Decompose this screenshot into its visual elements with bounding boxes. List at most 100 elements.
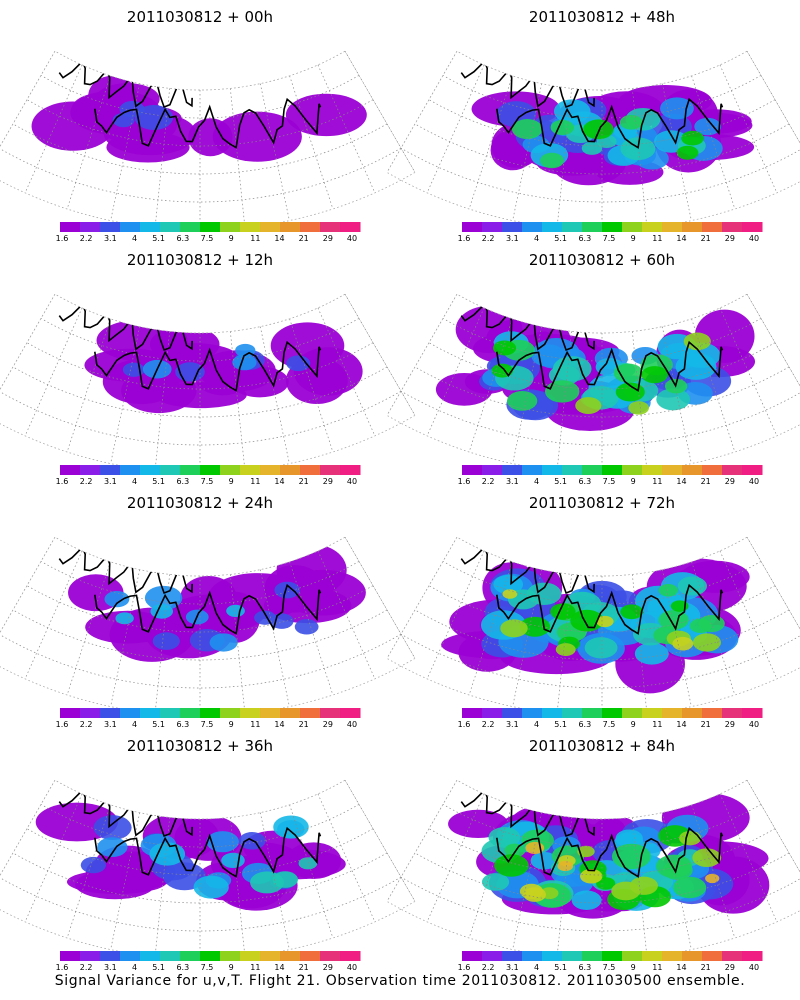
- longitude-line: [317, 64, 376, 193]
- colorbar-tick-label: 2.2: [482, 477, 495, 486]
- longitude-line: [344, 779, 416, 902]
- colorbar-swatch: [120, 222, 141, 232]
- colorbar-swatch: [320, 222, 341, 232]
- variance-contour: [274, 581, 300, 599]
- colorbar-swatch: [300, 951, 321, 961]
- colorbar-swatch: [482, 708, 503, 718]
- variance-contour: [613, 363, 644, 383]
- colorbar-tick-label: 4: [534, 963, 539, 972]
- variance-contour: [584, 637, 618, 659]
- variance-contour: [641, 366, 668, 384]
- forecast-panel: 2011030812 + 72h 1.6 2.2 3.1 4 5.1 6.3 7.5 9 11 14…: [386, 494, 800, 729]
- longitude-line: [154, 88, 171, 228]
- map-area: [35, 802, 346, 911]
- forecast-panel: 2011030812 + 12h 1.6 2.2 3.1 4 5.1 6.3 7.5 9 11 14…: [0, 251, 416, 486]
- colorbar-tick-label: 1.6: [56, 720, 69, 729]
- latitude-line: [12, 852, 388, 904]
- colorbar: 1.6 2.2 3.1 4 5.1 6.3 7.5 9 11 14 21 29 40: [458, 465, 763, 486]
- longitude-line: [426, 64, 485, 193]
- colorbar-swatch: [280, 951, 301, 961]
- forecast-panel: 2011030812 + 84h 1.6 2.2 3.1 4 5.1 6.3 7.5 9 11 14…: [386, 737, 800, 972]
- colorbar-tick-label: 5.1: [152, 234, 165, 243]
- colorbar-tick-label: 6.3: [176, 963, 189, 972]
- colorbar-swatch: [100, 951, 121, 961]
- colorbar-swatch: [260, 951, 281, 961]
- colorbar-tick-label: 4: [132, 234, 137, 243]
- longitude-line: [66, 804, 111, 939]
- variance-contour: [577, 845, 595, 858]
- colorbar-tick-label: 3.1: [104, 963, 117, 972]
- latitude-line: [12, 123, 388, 175]
- longitude-line: [512, 326, 543, 464]
- colorbar-swatch: [280, 222, 301, 232]
- colorbar-swatch: [742, 465, 763, 475]
- colorbar-tick-label: 6.3: [578, 234, 591, 243]
- colorbar-tick-label: 40: [347, 477, 357, 486]
- latitude-line: [0, 901, 416, 960]
- longitude-line: [259, 812, 290, 950]
- colorbar-tick-label: 14: [676, 963, 686, 972]
- longitude-line: [512, 83, 543, 221]
- figure-caption: Signal Variance for u,v,T. Flight 21. Ob…: [55, 973, 746, 989]
- colorbar-swatch: [742, 222, 763, 232]
- colorbar-tick-label: 29: [323, 963, 333, 972]
- variance-contour: [620, 604, 644, 620]
- coastline: [94, 97, 322, 149]
- longitude-line: [661, 83, 692, 221]
- colorbar-swatch: [160, 465, 181, 475]
- colorbar-tick-label: 29: [323, 477, 333, 486]
- colorbar: 1.6 2.2 3.1 4 5.1 6.3 7.5 9 11 14 21 29 40: [56, 222, 361, 243]
- longitude-line: [512, 812, 543, 950]
- longitude-line: [289, 561, 334, 696]
- longitude-line: [289, 318, 334, 453]
- colorbar: 1.6 2.2 3.1 4 5.1 6.3 7.5 9 11 14 21 29 40: [458, 222, 763, 243]
- longitude-line: [259, 83, 290, 221]
- panel-title: 2011030812 + 12h: [127, 251, 273, 269]
- colorbar-swatch: [140, 951, 161, 961]
- longitude-line: [24, 550, 83, 679]
- colorbar-tick-label: 9: [229, 720, 234, 729]
- colorbar-swatch: [160, 951, 181, 961]
- colorbar-tick-label: 5.1: [152, 720, 165, 729]
- longitude-line: [631, 574, 648, 714]
- longitude-line: [426, 793, 485, 922]
- variance-contour: [221, 852, 245, 869]
- colorbar-swatch: [562, 465, 583, 475]
- longitude-line: [386, 779, 458, 902]
- variance-contour: [540, 152, 564, 169]
- panel-title: 2011030812 + 48h: [529, 8, 675, 26]
- colorbar-swatch: [120, 951, 141, 961]
- colorbar-swatch: [602, 465, 623, 475]
- colorbar-swatch: [260, 465, 281, 475]
- colorbar-tick-label: 11: [652, 720, 662, 729]
- colorbar-tick-label: 7.5: [201, 477, 214, 486]
- colorbar-swatch: [200, 222, 221, 232]
- longitude-line: [386, 50, 458, 173]
- longitude-line: [24, 793, 83, 922]
- colorbar-swatch: [320, 465, 341, 475]
- colorbar: 1.6 2.2 3.1 4 5.1 6.3 7.5 9 11 14 21 29 40: [458, 708, 763, 729]
- variance-contour: [500, 619, 528, 638]
- colorbar-tick-label: 11: [250, 720, 260, 729]
- colorbar-tick-label: 4: [132, 963, 137, 972]
- colorbar-tick-label: 4: [534, 477, 539, 486]
- variance-contour: [615, 382, 645, 402]
- variance-contour: [80, 856, 106, 874]
- longitude-line: [719, 64, 778, 193]
- forecast-panel: 2011030812 + 60h 1.6 2.2 3.1 4 5.1 6.3 7.5 9 11 14…: [386, 251, 800, 486]
- longitude-line: [661, 569, 692, 707]
- colorbar-swatch: [542, 222, 563, 232]
- variance-contour: [656, 388, 691, 411]
- colorbar-tick-label: 40: [347, 963, 357, 972]
- longitude-line: [512, 569, 543, 707]
- variance-contour: [97, 837, 128, 857]
- colorbar-tick-label: 14: [274, 477, 284, 486]
- longitude-line: [691, 75, 736, 210]
- colorbar-swatch: [200, 465, 221, 475]
- latitude-line: [0, 147, 402, 203]
- longitude-line: [426, 550, 485, 679]
- variance-contour: [530, 851, 558, 870]
- variance-contour: [679, 830, 702, 846]
- variance-contour: [683, 332, 711, 351]
